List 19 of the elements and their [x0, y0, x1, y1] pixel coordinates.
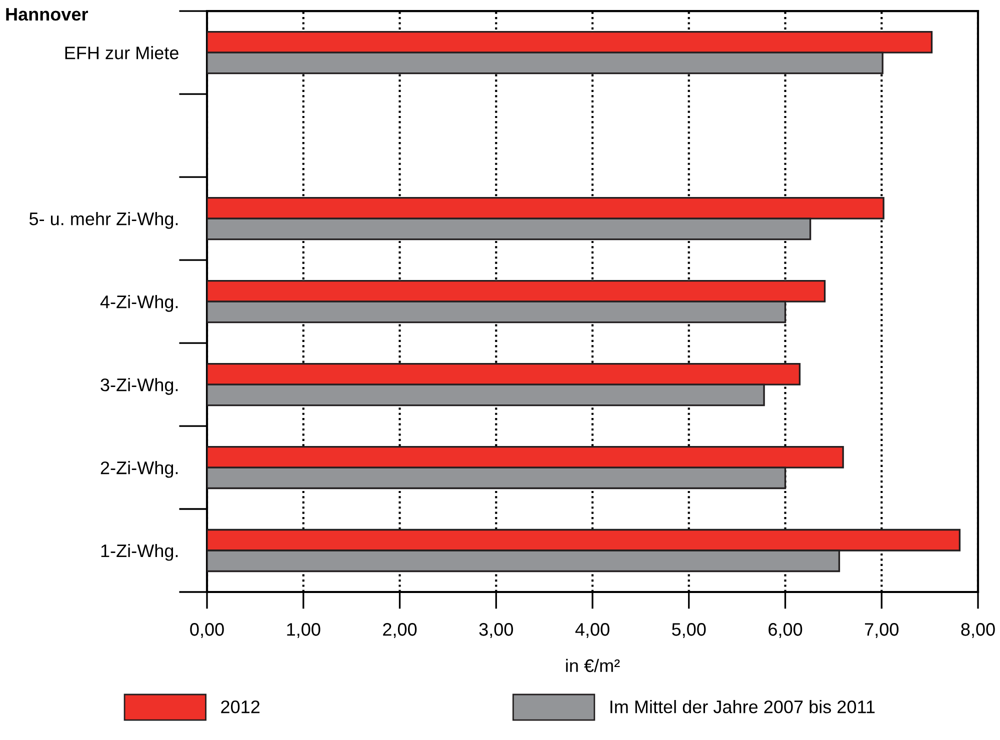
y-tick-label: 2-Zi-Whg.	[100, 460, 178, 478]
x-tick-label: 5,00	[672, 623, 706, 638]
y-tick-label: 5- u. mehr Zi-Whg.	[29, 212, 178, 229]
legend-label: Im Mittel der Jahre 2007 bis 2011	[610, 700, 875, 714]
text: Hannover	[6, 8, 88, 21]
legend-label: 2012	[221, 700, 260, 714]
x-tick-label: 6,00	[768, 623, 802, 638]
x-tick-label: 2,00	[383, 623, 417, 638]
x-tick-label: 1,00	[287, 623, 320, 638]
x-tick-label: 8,00	[961, 623, 995, 638]
x-tick-label: 0,00	[190, 623, 224, 638]
x-tick-label: 4,00	[575, 623, 610, 638]
x-tick-label: 7,00	[864, 623, 898, 638]
x-axis-title: in €/m²	[566, 658, 620, 672]
y-tick-label: 1-Zi-Whg.	[101, 544, 178, 561]
x-tick-label: 3,00	[479, 623, 513, 638]
y-tick-label: 4-Zi-Whg.	[100, 295, 178, 312]
y-tick-label: 3-Zi-Whg.	[100, 378, 178, 395]
y-tick-label: EFH zur Miete	[65, 46, 178, 60]
